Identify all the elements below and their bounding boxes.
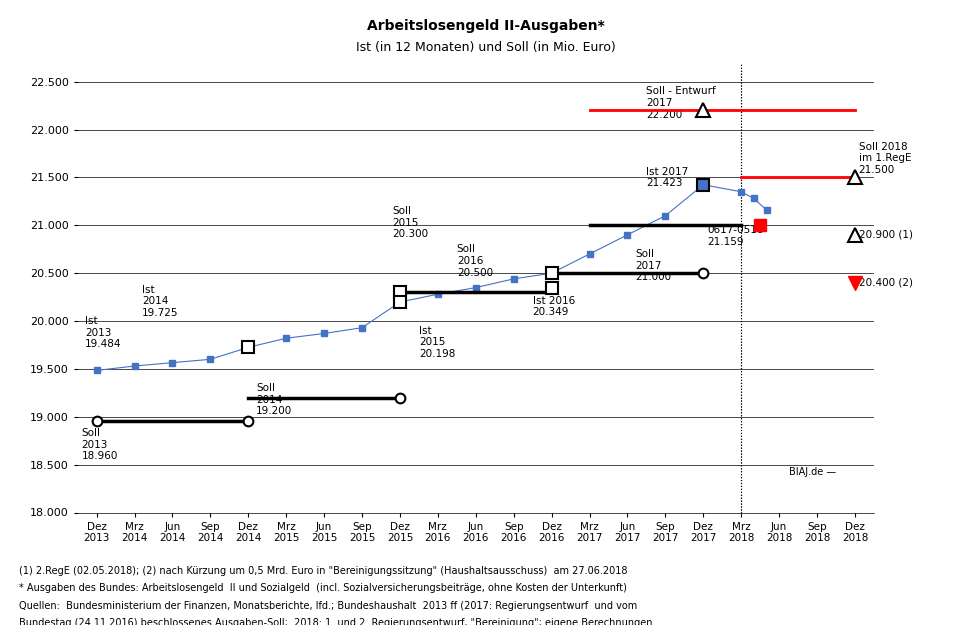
Text: Soll
2015
20.300: Soll 2015 20.300 xyxy=(392,206,428,239)
Text: Ist
2015
20.198: Ist 2015 20.198 xyxy=(419,326,455,359)
Text: 0617-0518
21.159: 0617-0518 21.159 xyxy=(707,225,763,247)
Text: BIAJ.de —: BIAJ.de — xyxy=(788,468,836,478)
Text: Bundestag (24.11.2016) beschlossenes Ausgaben-Soll;  2018: 1. und 2. Regierungse: Bundestag (24.11.2016) beschlossenes Aus… xyxy=(19,618,653,625)
Text: Soll
2017
21.000: Soll 2017 21.000 xyxy=(635,249,671,282)
Text: Ist
2013
19.484: Ist 2013 19.484 xyxy=(85,316,121,349)
Text: Ist
2014
19.725: Ist 2014 19.725 xyxy=(142,284,179,318)
Text: 20.400 (2): 20.400 (2) xyxy=(858,278,913,288)
Text: Arbeitslosengeld II-Ausgaben*: Arbeitslosengeld II-Ausgaben* xyxy=(367,19,604,32)
Text: * Ausgaben des Bundes: Arbeitslosengeld  II und Sozialgeld  (incl. Sozialversich: * Ausgaben des Bundes: Arbeitslosengeld … xyxy=(19,583,627,593)
Text: Ist 2016
20.349: Ist 2016 20.349 xyxy=(533,296,575,318)
Text: Ist (in 12 Monaten) und Soll (in Mio. Euro): Ist (in 12 Monaten) und Soll (in Mio. Eu… xyxy=(355,41,616,54)
Text: Quellen:  Bundesministerium der Finanzen, Monatsberichte, lfd.; Bundeshaushalt  : Quellen: Bundesministerium der Finanzen,… xyxy=(19,601,638,611)
Text: 20.900 (1): 20.900 (1) xyxy=(858,230,913,240)
Text: Soll
2014
19.200: Soll 2014 19.200 xyxy=(256,383,292,416)
Text: (1) 2.RegE (02.05.2018); (2) nach Kürzung um 0,5 Mrd. Euro in "Bereinigungssitzu: (1) 2.RegE (02.05.2018); (2) nach Kürzun… xyxy=(19,566,628,576)
Text: Soll - Entwurf
2017
22.200: Soll - Entwurf 2017 22.200 xyxy=(647,86,717,119)
Text: Soll 2018
im 1.RegE
21.500: Soll 2018 im 1.RegE 21.500 xyxy=(858,142,911,175)
Text: Ist 2017
21.423: Ist 2017 21.423 xyxy=(647,167,688,188)
Text: Soll
2013
18.960: Soll 2013 18.960 xyxy=(82,428,117,461)
Text: Soll
2016
20.500: Soll 2016 20.500 xyxy=(456,244,493,278)
